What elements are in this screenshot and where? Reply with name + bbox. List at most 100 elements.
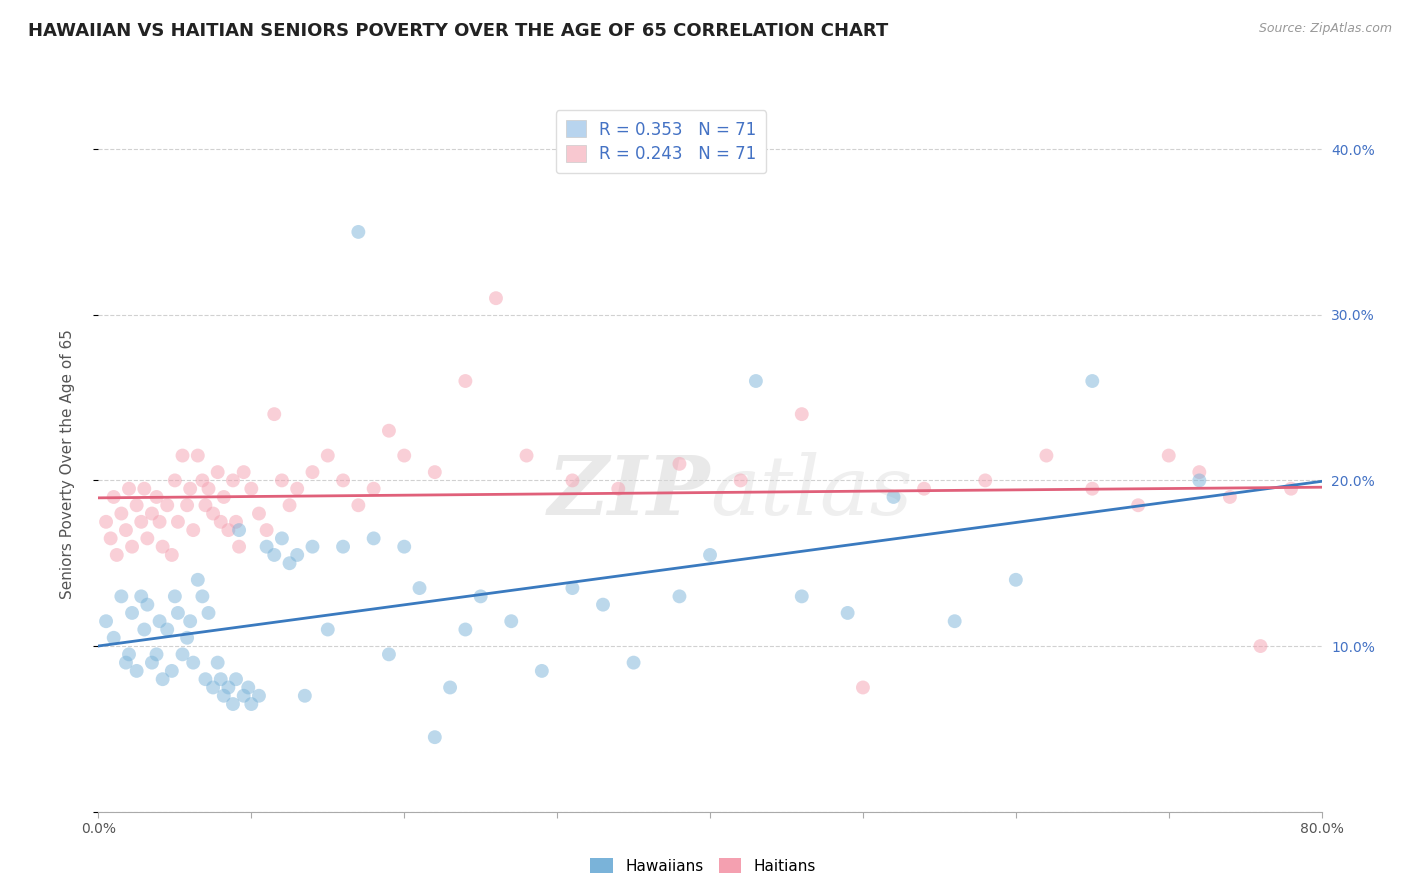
Point [790, 590, 813, 604]
Point [141, 507, 163, 521]
Point [118, 648, 141, 662]
Point [232, 689, 254, 703]
Point [278, 498, 301, 512]
Point [228, 540, 250, 554]
Point [1081, 482, 1104, 496]
Point [212, 689, 235, 703]
Point [1188, 465, 1211, 479]
Point [136, 598, 159, 612]
Point [176, 498, 198, 512]
Point [129, 590, 152, 604]
Point [160, 548, 183, 562]
Point [485, 291, 508, 305]
Point [121, 540, 143, 554]
Point [516, 449, 538, 463]
Point [202, 507, 225, 521]
Point [115, 523, 138, 537]
Point [1157, 449, 1180, 463]
Point [100, 532, 122, 546]
Point [197, 606, 219, 620]
Point [156, 498, 179, 512]
Point [699, 548, 721, 562]
Text: Source: ZipAtlas.com: Source: ZipAtlas.com [1258, 22, 1392, 36]
Point [378, 424, 401, 438]
Point [332, 540, 354, 554]
Point [125, 498, 148, 512]
Text: atlas: atlas [710, 451, 912, 532]
Point [263, 407, 285, 421]
Point [347, 225, 370, 239]
Point [974, 474, 997, 488]
Legend: Hawaiians, Haitians: Hawaiians, Haitians [583, 852, 823, 880]
Point [110, 507, 132, 521]
Point [225, 672, 247, 686]
Point [149, 614, 172, 628]
Point [145, 490, 167, 504]
Point [392, 449, 416, 463]
Point [607, 482, 630, 496]
Point [668, 590, 690, 604]
Point [176, 631, 198, 645]
Point [270, 474, 292, 488]
Point [172, 648, 194, 662]
Point [152, 540, 174, 554]
Point [105, 548, 128, 562]
Point [454, 623, 477, 637]
Point [790, 407, 813, 421]
Point [160, 664, 183, 678]
Point [301, 540, 323, 554]
Point [181, 656, 204, 670]
Point [191, 474, 214, 488]
Point [247, 689, 270, 703]
Point [156, 623, 179, 637]
Point [141, 656, 163, 670]
Point [837, 606, 859, 620]
Point [423, 465, 446, 479]
Point [501, 614, 523, 628]
Point [129, 515, 152, 529]
Point [222, 697, 245, 711]
Point [194, 498, 217, 512]
Point [668, 457, 690, 471]
Point [179, 614, 201, 628]
Point [1249, 639, 1271, 653]
Point [263, 548, 285, 562]
Point [202, 681, 225, 695]
Text: HAWAIIAN VS HAITIAN SENIORS POVERTY OVER THE AGE OF 65 CORRELATION CHART: HAWAIIAN VS HAITIAN SENIORS POVERTY OVER… [28, 22, 889, 40]
Point [912, 482, 935, 496]
Point [103, 490, 125, 504]
Point [623, 656, 645, 670]
Point [561, 474, 583, 488]
Point [363, 482, 385, 496]
Point [209, 672, 232, 686]
Point [392, 540, 416, 554]
Point [103, 631, 125, 645]
Point [1128, 498, 1150, 512]
Point [1004, 573, 1026, 587]
Point [110, 590, 132, 604]
Point [530, 664, 553, 678]
Point [332, 474, 354, 488]
Point [592, 598, 614, 612]
Point [378, 648, 401, 662]
Point [238, 681, 260, 695]
Point [222, 474, 245, 488]
Point [423, 730, 446, 744]
Point [852, 681, 875, 695]
Legend: R = 0.353   N = 71, R = 0.243   N = 71: R = 0.353 N = 71, R = 0.243 N = 71 [555, 111, 766, 173]
Point [285, 548, 308, 562]
Point [152, 672, 174, 686]
Point [294, 689, 316, 703]
Point [191, 590, 214, 604]
Point [1279, 482, 1302, 496]
Point [316, 623, 339, 637]
Point [194, 672, 217, 686]
Point [134, 482, 156, 496]
Point [1188, 474, 1211, 488]
Point [1219, 490, 1241, 504]
Point [470, 590, 492, 604]
Point [247, 507, 270, 521]
Point [179, 482, 201, 496]
Point [136, 532, 159, 546]
Point [745, 374, 768, 388]
